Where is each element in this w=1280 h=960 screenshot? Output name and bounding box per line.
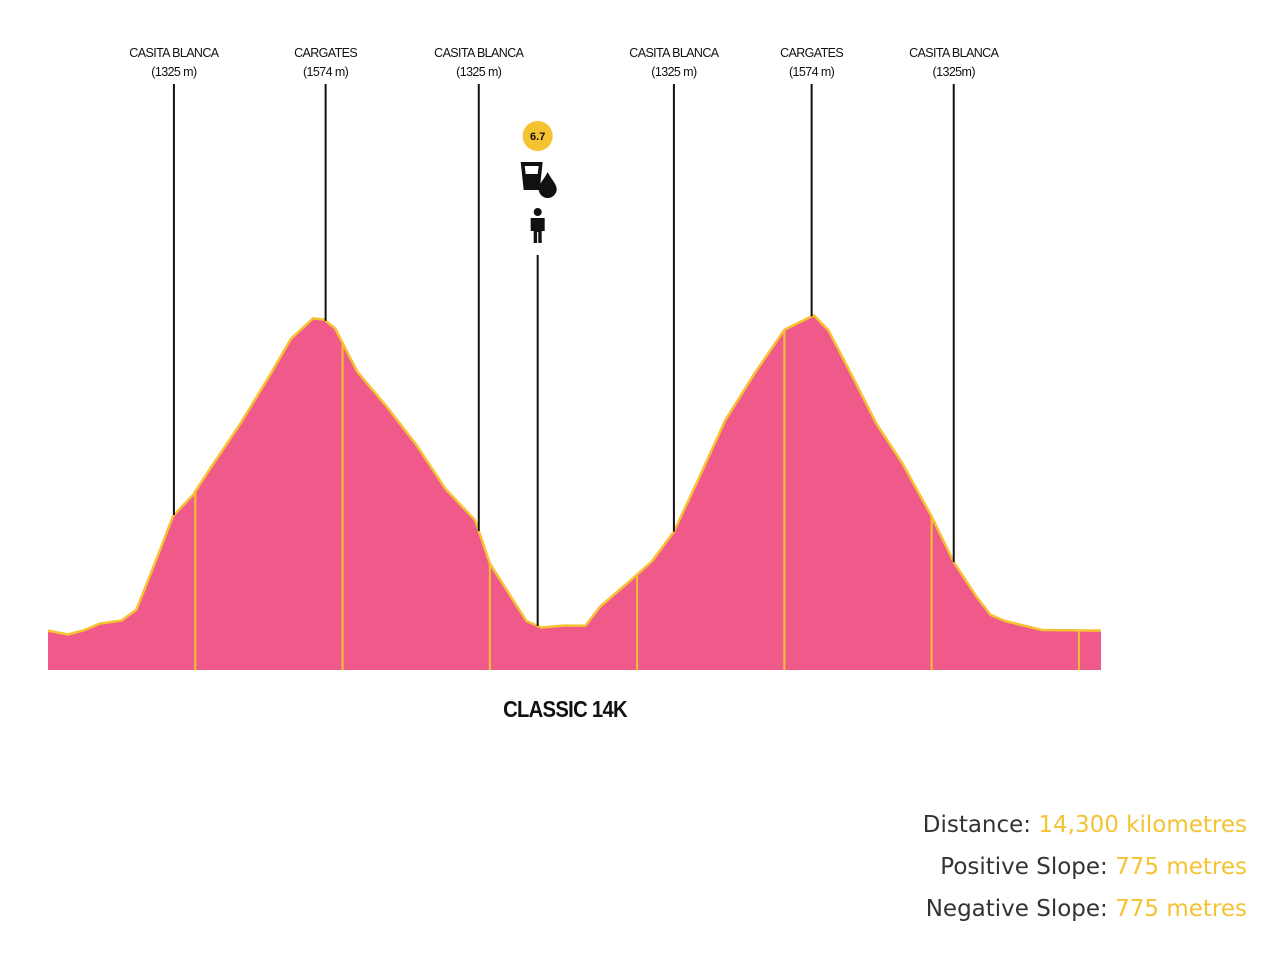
positive-slope-label: Positive Slope:: [940, 854, 1108, 880]
waypoint-elevation-2: (1574 m): [303, 65, 349, 79]
chart-title: CLASSIC 14K: [503, 696, 628, 722]
drink-icon: [520, 162, 543, 190]
negative-slope-label: Negative Slope:: [925, 896, 1108, 922]
waypoint-name-2: CARGATES: [294, 46, 357, 60]
positive-slope-row: Positive Slope: 775 metres: [923, 846, 1247, 888]
waypoint-name-4: CASITA BLANCA: [629, 46, 719, 60]
aid-station-marker: 6.7: [520, 121, 557, 626]
person-icon: [530, 208, 545, 243]
distance-value: 14,300 kilometres: [1038, 812, 1247, 838]
waypoint-name-1: CASITA BLANCA: [129, 46, 219, 60]
distance-label: Distance:: [922, 812, 1032, 838]
positive-slope-value: 775 metres: [1115, 854, 1247, 880]
waypoint-elevation-5: (1574 m): [789, 65, 835, 79]
waypoint-name-3: CASITA BLANCA: [434, 46, 524, 60]
waypoint-name-5: CARGATES: [780, 46, 843, 60]
waypoint-elevation-1: (1325 m): [151, 65, 197, 79]
elevation-profile-area: [48, 315, 1101, 670]
elevation-profile-outline: [47, 313, 1102, 636]
waypoint-name-6: CASITA BLANCA: [909, 46, 999, 60]
elevation-profile-chart: CASITA BLANCA (1325 m) CARGATES (1574 m) CAS…: [47, 46, 1102, 670]
negative-slope-row: Negative Slope: 775 metres: [923, 888, 1247, 930]
water-drop-icon: [538, 172, 557, 198]
negative-slope-value: 775 metres: [1115, 896, 1247, 922]
segment-markers: [194, 329, 1080, 670]
distance-row: Distance: 14,300 kilometres: [923, 804, 1247, 846]
aid-station-badge: [522, 121, 553, 151]
waypoint-elevation-6: (1325m): [933, 65, 976, 79]
route-stats: Distance: 14,300 kilometres Positive Slo…: [923, 804, 1247, 930]
waypoint-elevation-4: (1325 m): [651, 65, 697, 79]
aid-station-km-label: 6.7: [530, 131, 545, 143]
waypoint-elevation-3: (1325 m): [456, 65, 502, 79]
waypoint-labels: CASITA BLANCA (1325 m) CARGATES (1574 m) CAS…: [129, 46, 1000, 563]
